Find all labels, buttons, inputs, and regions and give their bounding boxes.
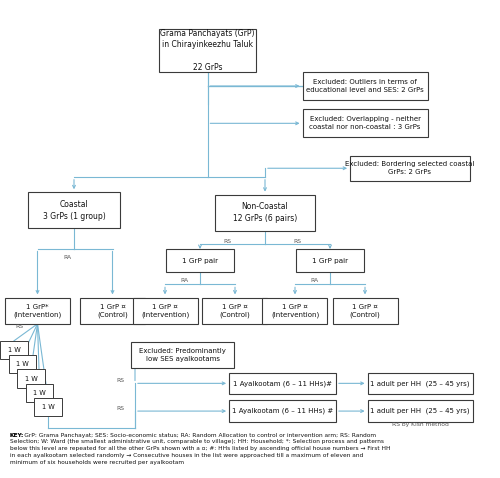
Text: RS: RS (116, 406, 124, 411)
Bar (215, 195, 315, 230)
Bar (262, 297, 328, 324)
Text: 1 GrP pair: 1 GrP pair (312, 258, 348, 263)
Text: 1 adult per HH  (25 – 45 yrs): 1 adult per HH (25 – 45 yrs) (370, 380, 470, 387)
Text: KEY:: KEY: (10, 433, 24, 437)
Text: 1 GrP ¤
(Intervention): 1 GrP ¤ (Intervention) (141, 304, 189, 318)
Text: 1 W: 1 W (24, 376, 38, 381)
Text: 1 Ayalkootam (6 – 11 HHs) #: 1 Ayalkootam (6 – 11 HHs) # (232, 408, 333, 414)
Text: RS: RS (294, 239, 302, 244)
Bar (302, 72, 428, 100)
Bar (228, 401, 336, 422)
Text: Excluded: Predominantly
low SES ayalkootams: Excluded: Predominantly low SES ayalkoot… (139, 348, 226, 361)
Text: 1 GrP pair: 1 GrP pair (182, 258, 218, 263)
Bar (202, 297, 268, 324)
Bar (368, 401, 472, 422)
Bar (332, 297, 398, 324)
Text: RA: RA (310, 278, 318, 283)
Text: 1 W: 1 W (16, 361, 29, 367)
Text: 1 adult per HH  (25 – 45 yrs): 1 adult per HH (25 – 45 yrs) (370, 408, 470, 414)
Text: 1 GrP ¤
(Control): 1 GrP ¤ (Control) (220, 304, 250, 318)
Bar (350, 156, 470, 181)
Text: 1 W: 1 W (42, 404, 54, 410)
Bar (302, 109, 428, 137)
Text: 1 GrP ¤
(Intervention): 1 GrP ¤ (Intervention) (271, 304, 319, 318)
Bar (34, 398, 62, 416)
Bar (296, 249, 364, 272)
Bar (80, 297, 145, 324)
Bar (28, 192, 120, 228)
Bar (159, 29, 256, 72)
Text: RS: RS (116, 379, 124, 383)
Bar (368, 373, 472, 394)
Text: 1 GrP ¤
(Control): 1 GrP ¤ (Control) (350, 304, 380, 318)
Bar (26, 384, 54, 402)
Text: KEY: GrP: Grama Panchayat; SES: Socio-economic status; RA: Random Allocation to : KEY: GrP: Grama Panchayat; SES: Socio-ec… (10, 433, 390, 465)
Text: 1 W: 1 W (33, 390, 46, 396)
Text: RS by Kish method: RS by Kish method (392, 422, 448, 427)
Text: 1 W: 1 W (8, 347, 20, 353)
Bar (132, 297, 198, 324)
Bar (166, 249, 234, 272)
Text: Non-Coastal
12 GrPs (6 pairs): Non-Coastal 12 GrPs (6 pairs) (233, 203, 297, 223)
Text: RA: RA (64, 255, 72, 260)
Text: 1 GrP*
(Intervention): 1 GrP* (Intervention) (14, 304, 62, 318)
Text: 1 Ayalkootam (6 – 11 HHs)#: 1 Ayalkootam (6 – 11 HHs)# (233, 380, 332, 387)
Text: Grama Panchayats (GrP)
in Chirayinkeezhu Taluk

22 GrPs: Grama Panchayats (GrP) in Chirayinkeezhu… (160, 29, 255, 72)
Text: Excluded: Outliers in terms of
educational level and SES: 2 GrPs: Excluded: Outliers in terms of education… (306, 79, 424, 93)
Text: Excluded: Overlapping - neither
coastal nor non-coastal : 3 GrPs: Excluded: Overlapping - neither coastal … (310, 117, 420, 130)
Bar (228, 373, 336, 394)
Text: 1 GrP ¤
(Control): 1 GrP ¤ (Control) (97, 304, 128, 318)
Text: RS: RS (15, 325, 23, 329)
Bar (8, 355, 36, 373)
Text: Excluded: Bordering selected coastal
GrPs: 2 GrPs: Excluded: Bordering selected coastal GrP… (346, 162, 474, 175)
Bar (131, 341, 234, 368)
Bar (5, 297, 70, 324)
Text: RA: RA (180, 278, 188, 283)
Bar (17, 369, 45, 388)
Text: Coastal
3 GrPs (1 group): Coastal 3 GrPs (1 group) (42, 200, 106, 220)
Bar (0, 341, 28, 359)
Text: RS: RS (224, 239, 232, 244)
